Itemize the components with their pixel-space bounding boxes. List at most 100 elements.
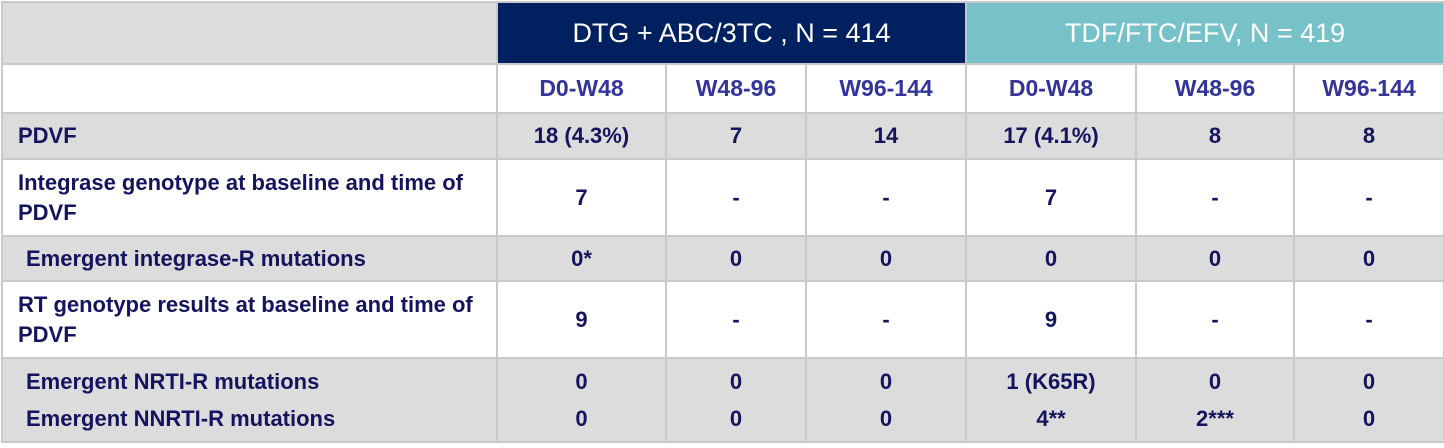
group-title: TDF/FTC/EFV, N = 419 (1064, 17, 1346, 48)
cell-value: 0 (1362, 369, 1376, 394)
row-label: Integrase genotype at baseline and time … (18, 169, 463, 225)
data-row: RT genotype results at baseline and time… (1, 280, 1444, 359)
period-label: W48-96 (1174, 75, 1256, 101)
period-label: D0-W48 (1008, 75, 1094, 101)
value-cell: 7 (665, 112, 807, 160)
value-cell: 0 (1293, 235, 1444, 282)
cell-value: 17 (4.1%) (1003, 123, 1099, 148)
cell-value: 1 (K65R) (1006, 369, 1096, 394)
cell-value: 0 (575, 369, 588, 394)
value-cell: 7 (496, 158, 667, 237)
value-cell: 0 (965, 235, 1138, 282)
data-row: Emergent NRTI-R mutations Emergent NNRTI-… (1, 357, 1444, 443)
value-cell: - (1135, 158, 1296, 237)
cell-value: 0 (729, 406, 743, 431)
row-label-cell: RT genotype results at baseline and time… (1, 280, 498, 359)
period-cell: W48-96 (1135, 63, 1296, 114)
cell-value: 0 (1362, 245, 1376, 271)
cell-value: - (882, 184, 890, 210)
cell-value: - (1211, 184, 1219, 210)
cell-value: - (732, 184, 740, 210)
cell-value: 0 (729, 245, 743, 271)
cell-value: 0 (1208, 369, 1222, 394)
value-cell: - (665, 280, 807, 359)
cell-value: 9 (575, 306, 588, 332)
value-cell: - (665, 158, 807, 237)
value-cell: 0 (804, 235, 968, 282)
row-label: RT genotype results at baseline and time… (18, 291, 473, 347)
period-label: W96-144 (839, 75, 933, 101)
value-cell: 14 (804, 112, 968, 160)
group-header: TDF/FTC/EFV, N = 419 (965, 1, 1444, 65)
row-label-cell: Emergent integrase-R mutations (1, 235, 498, 282)
value-cell: - (1293, 280, 1444, 359)
cell-value: - (1365, 306, 1373, 332)
cell-value: 0 (1044, 245, 1058, 271)
value-cell: 8 (1135, 112, 1296, 160)
period-label: W48-96 (695, 75, 777, 101)
cell-value: 8 (1208, 123, 1222, 148)
cell-value: 18 (4.3%) (533, 123, 630, 148)
cell-value: 9 (1044, 306, 1058, 332)
value-cell: 7 (965, 158, 1138, 237)
cell-value: 0 (1208, 245, 1222, 271)
cell-value: 0 (879, 406, 893, 431)
value-cell: 0 (665, 235, 807, 282)
period-label: D0-W48 (539, 75, 624, 101)
group-title: DTG + ABC/3TC , N = 414 (572, 17, 891, 48)
value-cell: 17 (4.1%) (965, 112, 1138, 160)
period-cell: D0-W48 (496, 63, 667, 114)
value-cell: - (804, 280, 968, 359)
value-cell: - (804, 158, 968, 237)
cell-value: 14 (873, 123, 899, 148)
value-cell: 8 (1293, 112, 1444, 160)
cell-value: 0* (571, 245, 592, 271)
row-label: Emergent integrase-R mutations (26, 245, 366, 271)
row-label: Emergent NNRTI-R mutations (26, 406, 336, 431)
period-cell: W96-144 (1293, 63, 1444, 114)
cell-value: 2*** (1196, 406, 1234, 431)
period-label: W96-144 (1322, 75, 1416, 101)
cell-value: 0 (729, 369, 743, 394)
row-label-cell: PDVF (1, 112, 498, 160)
group-header-row: DTG + ABC/3TC , N = 414 TDF/FTC/EFV, N = … (1, 1, 1444, 65)
row-label-cell: Integrase genotype at baseline and time … (1, 158, 498, 237)
row-label-cell: Emergent NRTI-R mutations Emergent NNRTI-… (1, 357, 498, 443)
value-cell: - (1135, 280, 1296, 359)
group-header: DTG + ABC/3TC , N = 414 (495, 1, 968, 65)
data-row: PDVF 18 (4.3%) 7 14 17 (4.1%) 8 8 (1, 112, 1444, 160)
value-cell: 18 (4.3%) (496, 112, 667, 160)
cell-value: 0 (575, 406, 588, 431)
cell-value: 0 (1362, 406, 1376, 431)
cell-value: 7 (575, 184, 588, 210)
cell-value: 0 (879, 245, 893, 271)
value-cell: 0 (1135, 235, 1296, 282)
cell-value: 7 (1044, 184, 1058, 210)
value-cell: 9 (965, 280, 1138, 359)
value-cell: 9 (496, 280, 667, 359)
cell-value: - (732, 306, 740, 332)
period-cell: W96-144 (804, 63, 968, 114)
cell-value: 4** (1036, 406, 1066, 431)
cell-value: 8 (1362, 123, 1376, 148)
cell-value: - (1211, 306, 1219, 332)
period-cell: D0-W48 (965, 63, 1138, 114)
cell-value: 7 (729, 123, 743, 148)
period-cell: W48-96 (665, 63, 807, 114)
value-cell: 0 2*** (1135, 357, 1296, 443)
corner-cell (1, 1, 498, 65)
blank-cell (1, 63, 498, 114)
cell-value: 0 (879, 369, 893, 394)
value-cell: 1 (K65R) 4** (965, 357, 1138, 443)
cell-value: - (1365, 184, 1373, 210)
data-row: Integrase genotype at baseline and time … (1, 158, 1444, 237)
value-cell: 0* (496, 235, 667, 282)
period-row: D0-W48 W48-96 W96-144 D0-W48 W48-96 W96-144 (1, 63, 1444, 114)
